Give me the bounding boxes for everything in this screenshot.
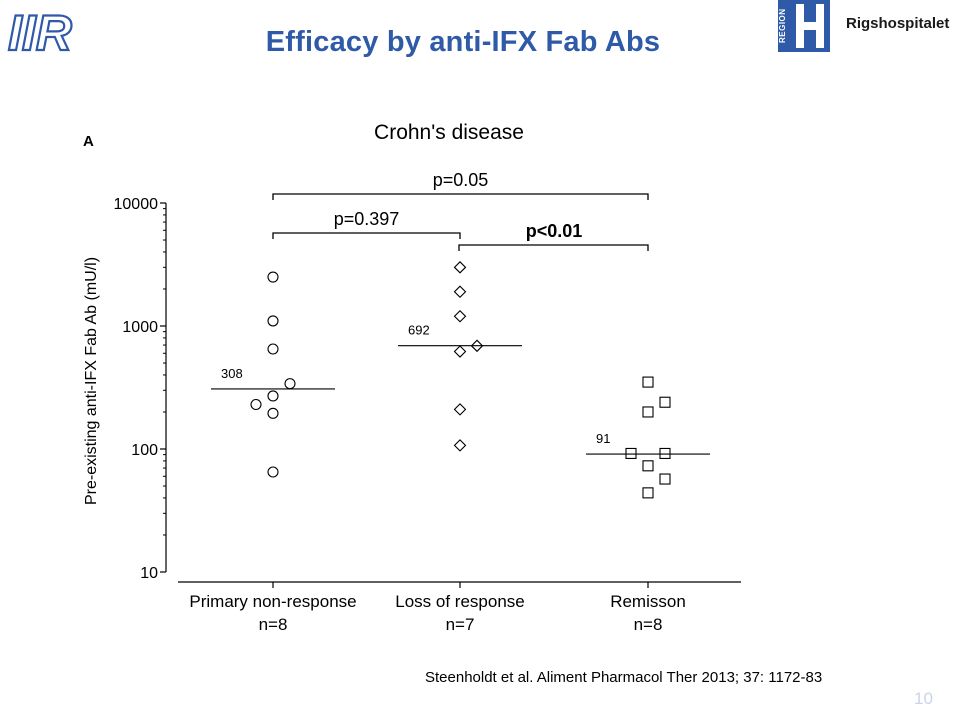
data-point-diamond (453, 285, 467, 298)
data-point-circle (250, 398, 262, 411)
chart-title: Crohn's disease (374, 121, 524, 144)
significance-bracket (272, 193, 649, 200)
data-point-square (625, 447, 637, 460)
data-point-circle (284, 378, 296, 390)
iir-logo: IIR (7, 4, 73, 60)
data-point-diamond (453, 439, 467, 452)
citation: Steenholdt et al. Aliment Pharmacol Ther… (425, 669, 823, 686)
x-category-n-label: n=7 (446, 615, 475, 634)
median-label: 692 (408, 323, 430, 338)
x-category-label: Loss of response (395, 592, 524, 611)
page-number: 10 (914, 689, 933, 708)
data-point-square (659, 473, 671, 485)
data-point-square (642, 487, 654, 499)
data-point-diamond (453, 345, 467, 358)
y-tick-label: 10 (140, 565, 158, 582)
significance-bracket (458, 244, 649, 251)
data-point-circle (267, 390, 279, 402)
data-point-square (659, 396, 671, 408)
data-point-circle (267, 271, 279, 283)
p-value-label: p<0.01 (526, 221, 583, 241)
p-value-label: p=0.05 (433, 170, 489, 190)
y-tick-label: 1000 (122, 319, 158, 336)
y-axis-label: Pre-existing anti-IFX Fab Ab (mU/l) (83, 257, 100, 505)
data-point-circle (267, 407, 279, 419)
region-h-logo (778, 0, 830, 52)
x-category-label: Primary non-response (189, 592, 356, 611)
x-category-n-label: n=8 (259, 615, 288, 634)
data-point-circle (267, 315, 279, 327)
data-point-circle (267, 343, 279, 355)
data-point-diamond (453, 261, 467, 274)
significance-bracket (272, 232, 461, 239)
axes: 10 100 1000 10000 Primary non-response n=8 Los… (114, 196, 741, 634)
data-point-square (642, 376, 654, 388)
organization-name: Rigshospitalet (846, 15, 950, 32)
median-label: 91 (596, 431, 610, 446)
iir-logo-text: IIR (8, 5, 72, 60)
slide-title: Efficacy by anti-IFX Fab Abs (265, 26, 661, 58)
y-tick-label: 100 (131, 442, 158, 459)
data-point-square (659, 447, 671, 460)
data-point-circle (267, 466, 279, 478)
x-category-label: Remisson (610, 592, 686, 611)
data-point-diamond (453, 403, 467, 416)
x-category-n-label: n=8 (634, 615, 663, 634)
data-marks: 308 692 91 (211, 261, 710, 499)
y-tick-label: 10000 (114, 196, 159, 213)
significance-brackets: p=0.05 p=0.397 p<0.01 (272, 170, 649, 251)
median-label: 308 (221, 366, 243, 381)
data-point-square (642, 460, 654, 472)
p-value-label: p=0.397 (334, 209, 400, 229)
panel-label: A (83, 133, 94, 150)
data-point-square (642, 406, 654, 418)
data-point-diamond (453, 309, 467, 323)
